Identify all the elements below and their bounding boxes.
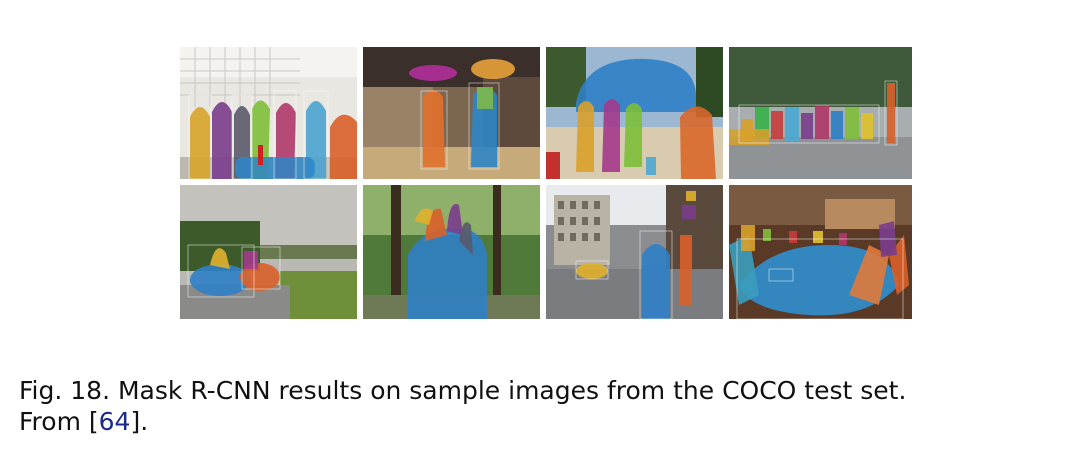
panel-city-taxi [546,185,723,319]
panel-street-umbrellas [363,47,540,179]
citation-link[interactable]: 64 [98,407,131,436]
caption-line-1: Fig. 18. Mask R-CNN results on sample im… [19,376,907,405]
panel-forest-elephant [363,185,540,319]
panel-indoor-people [180,47,357,179]
caption-from-prefix: From [ [19,407,99,436]
figure-caption: Fig. 18. Mask R-CNN results on sample im… [19,375,1079,437]
caption-from-suffix: ]. [130,407,149,436]
panel-road-motorcycles [180,185,357,319]
panel-dining-room [729,185,912,319]
figure-grid [180,47,912,319]
panel-beach-bus [546,47,723,179]
panel-park-crowd [729,47,912,179]
